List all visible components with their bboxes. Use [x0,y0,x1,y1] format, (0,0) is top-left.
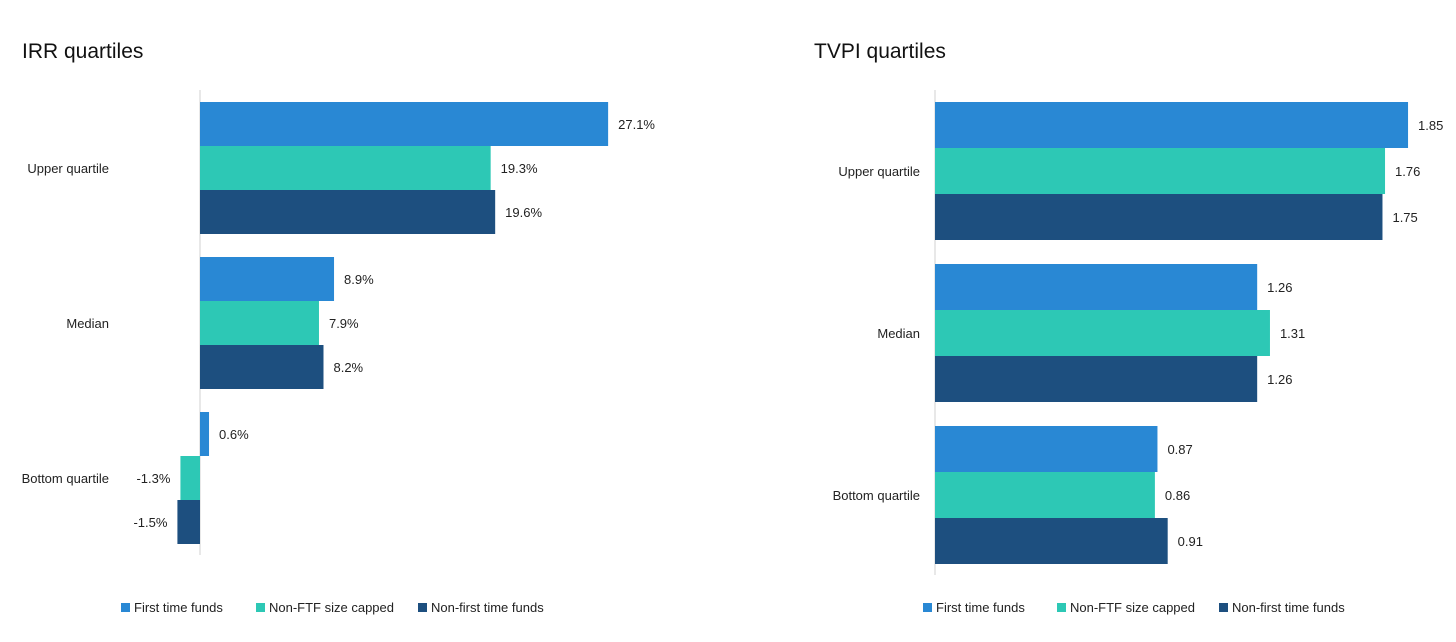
legend-item-first-time-funds: First time funds [923,600,1025,615]
legend-label-first-time-funds: First time funds [134,600,223,615]
data-label-upper-quartile-non-ftf-size-capped: 1.76 [1395,164,1420,179]
category-label-bottom-quartile: Bottom quartile [833,488,920,503]
bar-bottom-quartile-non-first-time-funds [177,500,200,544]
legend-item-non-first-time-funds: Non-first time funds [418,600,544,615]
legend-label-first-time-funds: First time funds [936,600,1025,615]
bar-bottom-quartile-non-first-time-funds [935,518,1168,564]
irr-chart-title: IRR quartiles [22,40,144,63]
category-label-median: Median [66,316,109,331]
bar-median-non-ftf-size-capped [200,301,319,345]
bar-bottom-quartile-non-ftf-size-capped [935,472,1155,518]
data-label-upper-quartile-non-first-time-funds: 1.75 [1392,210,1417,225]
bar-upper-quartile-non-first-time-funds [935,194,1383,240]
bar-bottom-quartile-non-ftf-size-capped [180,456,200,500]
category-label-upper-quartile: Upper quartile [27,161,109,176]
legend-item-non-ftf-size-capped: Non-FTF size capped [256,600,394,615]
bar-bottom-quartile-first-time-funds [200,412,210,456]
category-label-bottom-quartile: Bottom quartile [22,471,109,486]
category-label-median: Median [877,326,920,341]
legend-swatch-non-first-time-funds [418,603,427,612]
tvpi-chart-title: TVPI quartiles [814,40,946,63]
legend-label-non-first-time-funds: Non-first time funds [1232,600,1345,615]
data-label-bottom-quartile-non-ftf-size-capped: 0.86 [1165,488,1190,503]
category-label-upper-quartile: Upper quartile [838,164,920,179]
bar-median-non-ftf-size-capped [935,310,1270,356]
data-label-median-non-first-time-funds: 8.2% [333,360,363,375]
data-label-bottom-quartile-non-first-time-funds: 0.91 [1178,534,1203,549]
data-label-bottom-quartile-non-ftf-size-capped: -1.3% [136,471,170,486]
bar-bottom-quartile-first-time-funds [935,426,1158,472]
data-label-upper-quartile-first-time-funds: 1.85 [1418,118,1443,133]
legend-swatch-non-ftf-size-capped [1057,603,1066,612]
legend-item-non-first-time-funds: Non-first time funds [1219,600,1345,615]
irr-chart: Upper quartile 27.1% 19.3% 19.6% Median 8.9% 7… [22,90,655,615]
bar-median-non-first-time-funds [200,345,324,389]
legend-label-non-ftf-size-capped: Non-FTF size capped [1070,600,1195,615]
data-label-median-first-time-funds: 8.9% [344,272,374,287]
data-label-median-first-time-funds: 1.26 [1267,280,1292,295]
data-label-median-non-ftf-size-capped: 7.9% [329,316,359,331]
data-label-bottom-quartile-first-time-funds: 0.6% [219,427,249,442]
bar-upper-quartile-non-ftf-size-capped [935,148,1386,194]
legend-swatch-first-time-funds [121,603,130,612]
bar-upper-quartile-non-first-time-funds [200,190,496,234]
bar-median-first-time-funds [200,257,335,301]
tvpi-chart: Upper quartile 1.85 1.76 1.75 Median 1.26 1.31… [833,90,1443,615]
data-label-upper-quartile-first-time-funds: 27.1% [618,117,655,132]
legend-swatch-non-first-time-funds [1219,603,1228,612]
data-label-bottom-quartile-first-time-funds: 0.87 [1167,442,1192,457]
legend-label-non-ftf-size-capped: Non-FTF size capped [269,600,394,615]
data-label-median-non-ftf-size-capped: 1.31 [1280,326,1305,341]
legend-swatch-first-time-funds [923,603,932,612]
legend-item-first-time-funds: First time funds [121,600,223,615]
bar-upper-quartile-non-ftf-size-capped [200,146,491,190]
bar-median-non-first-time-funds [935,356,1258,402]
bar-median-first-time-funds [935,264,1258,310]
data-label-upper-quartile-non-first-time-funds: 19.6% [505,205,542,220]
legend-label-non-first-time-funds: Non-first time funds [431,600,544,615]
legend-item-non-ftf-size-capped: Non-FTF size capped [1057,600,1195,615]
data-label-upper-quartile-non-ftf-size-capped: 19.3% [501,161,538,176]
data-label-bottom-quartile-non-first-time-funds: -1.5% [133,515,167,530]
bar-upper-quartile-first-time-funds [935,102,1409,148]
legend-swatch-non-ftf-size-capped [256,603,265,612]
bar-upper-quartile-first-time-funds [200,102,609,146]
data-label-median-non-first-time-funds: 1.26 [1267,372,1292,387]
